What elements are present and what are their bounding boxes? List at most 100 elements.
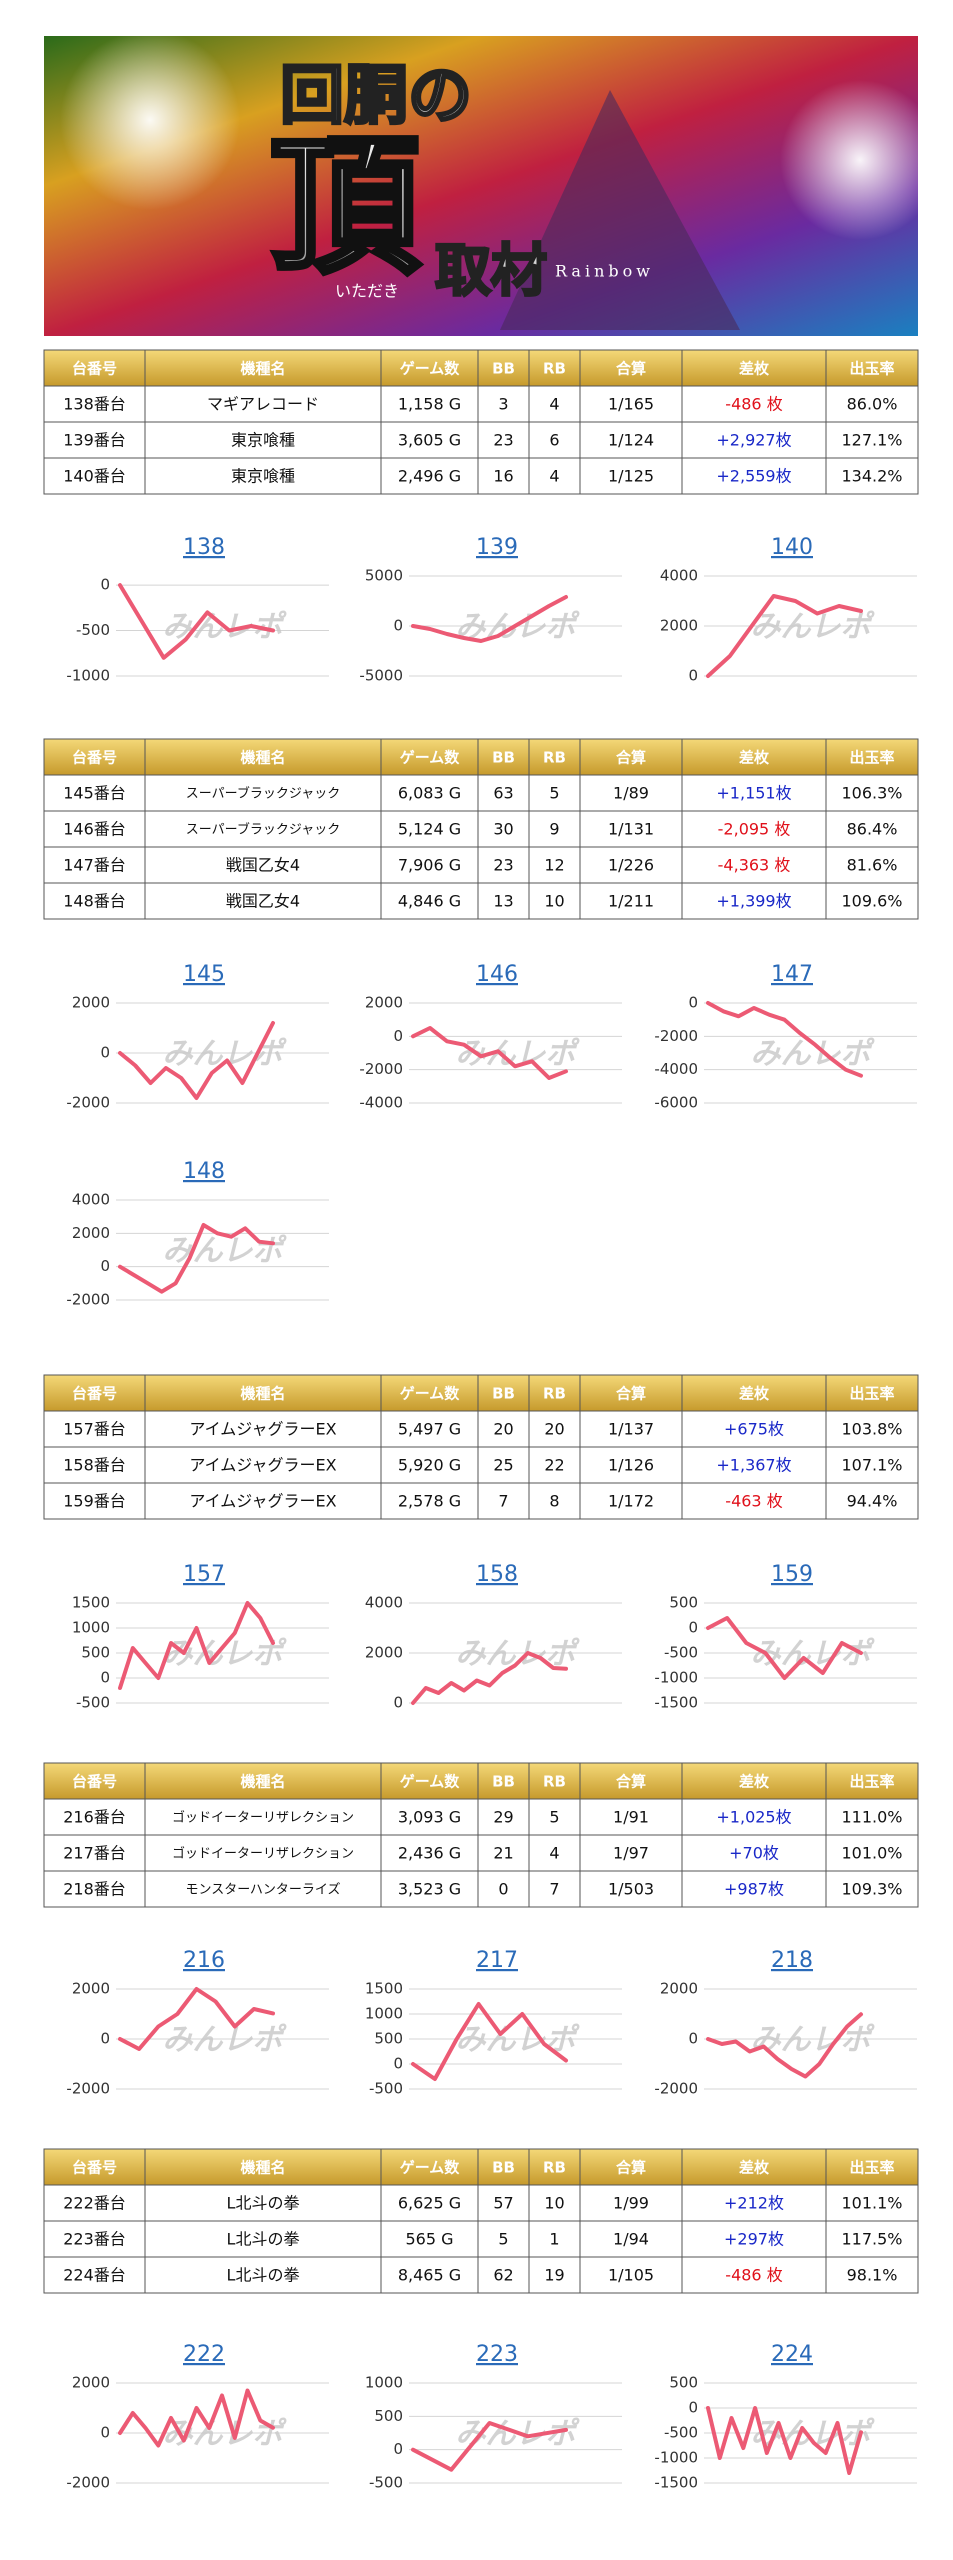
- table-cell: [43, 1870, 146, 1908]
- table-cell: [825, 385, 919, 423]
- cell-text: 30: [493, 820, 513, 839]
- cell-text: 1/99: [613, 2194, 649, 2213]
- table-cell: [579, 385, 683, 423]
- cell-text: 222番台: [63, 2194, 126, 2213]
- header-text: 合算: [615, 2159, 646, 2177]
- header-text: 差枚: [739, 2159, 770, 2177]
- header-text: 合算: [615, 1773, 646, 1791]
- chart-title[interactable]: 138: [183, 535, 225, 560]
- header-text: BB: [492, 749, 515, 767]
- cell-text: 103.8%: [841, 1420, 902, 1439]
- cell-text: 106.3%: [841, 784, 902, 803]
- table-cell: [43, 2220, 146, 2258]
- header-text: RB: [543, 749, 566, 767]
- header-cell: [579, 349, 683, 387]
- y-tick-label: 0: [100, 1044, 110, 1062]
- chart-title[interactable]: 223: [476, 2342, 518, 2367]
- header-cell: [43, 1762, 146, 1800]
- table-cell: [43, 1798, 146, 1836]
- series-line: [118, 1987, 275, 2051]
- cell-text: 139番台: [63, 431, 126, 450]
- chart-title[interactable]: 159: [771, 1562, 813, 1587]
- cell-text: 7: [498, 1492, 508, 1511]
- table-cell: [681, 810, 827, 848]
- table-cell: [380, 810, 479, 848]
- chart-title[interactable]: 140: [771, 535, 813, 560]
- chart-title[interactable]: 224: [771, 2342, 813, 2367]
- cell-text: スーパーブラックジャック: [186, 786, 340, 802]
- table-cell: [579, 810, 683, 848]
- series-line: [411, 595, 568, 643]
- table-cell: [825, 1834, 919, 1872]
- cell-text: +2,927枚: [716, 431, 791, 450]
- table-cell: [528, 421, 581, 459]
- y-tick-label: -1500: [654, 1694, 698, 1712]
- table-cell: [579, 1482, 683, 1520]
- cell-text: 158番台: [63, 1456, 126, 1475]
- table-cell: [579, 1870, 683, 1908]
- chart-title[interactable]: 222: [183, 2342, 225, 2367]
- y-tick-label: -2000: [654, 1027, 698, 1045]
- table-cell: [144, 1834, 382, 1872]
- header-cell: [681, 2148, 827, 2186]
- cell-text: スーパーブラックジャック: [186, 822, 340, 838]
- banner: 回胴の 頂 取材 いただき Rainbow: [44, 30, 940, 336]
- table-cell: [579, 2256, 683, 2294]
- header-text: 台番号: [72, 2159, 117, 2177]
- chart-title[interactable]: 146: [476, 962, 518, 987]
- chart-title[interactable]: 158: [476, 1562, 518, 1587]
- cell-text: 107.1%: [841, 1456, 902, 1475]
- cell-text: アイムジャグラーEX: [189, 1492, 336, 1511]
- chart-title[interactable]: 157: [183, 1562, 225, 1587]
- cell-text: 1/211: [608, 892, 654, 911]
- table-cell: [579, 457, 683, 495]
- cell-text: +212枚: [724, 2194, 784, 2213]
- y-tick-label: 1500: [72, 1594, 110, 1612]
- header-cell: [825, 2148, 919, 2186]
- table-cell: [825, 846, 919, 884]
- y-tick-label: 1500: [365, 1980, 403, 1998]
- header-text: 台番号: [72, 1385, 117, 1403]
- y-tick-label: -500: [76, 621, 110, 639]
- y-tick-label: 0: [100, 1257, 110, 1275]
- cell-text: 94.4%: [847, 1492, 898, 1511]
- cell-text: 2,578 G: [398, 1492, 461, 1511]
- table-cell: [681, 2220, 827, 2258]
- cell-text: 21: [493, 1844, 513, 1863]
- chart-title[interactable]: 216: [183, 1948, 225, 1973]
- chart-title[interactable]: 217: [476, 1948, 518, 1973]
- chart-title[interactable]: 147: [771, 962, 813, 987]
- y-tick-label: 2000: [72, 1980, 110, 1998]
- cell-text: 101.1%: [841, 2194, 902, 2213]
- chart: 217 1500 1000 500 0 -500 みんレポ: [365, 1948, 622, 2098]
- header-text: BB: [492, 1385, 515, 1403]
- cell-text: 1/126: [608, 1456, 654, 1475]
- cell-text: +1,025枚: [716, 1808, 791, 1827]
- cell-text: 20: [493, 1420, 513, 1439]
- table-cell: [681, 1834, 827, 1872]
- table-cell: [681, 2184, 827, 2222]
- table-cell: [681, 1870, 827, 1908]
- cell-text: 86.0%: [847, 395, 898, 414]
- cell-text: ゴッドイーターリザレクション: [172, 1810, 354, 1826]
- cell-text: 57: [493, 2194, 513, 2213]
- y-tick-label: 1000: [365, 2005, 403, 2023]
- cell-text: 2,496 G: [398, 467, 461, 486]
- cell-text: 148番台: [63, 892, 126, 911]
- cell-text: 9: [549, 820, 559, 839]
- cell-text: 98.1%: [847, 2266, 898, 2285]
- header-cell: [681, 738, 827, 776]
- chart-title[interactable]: 148: [183, 1159, 225, 1184]
- chart-title[interactable]: 145: [183, 962, 225, 987]
- chart-title[interactable]: 218: [771, 1948, 813, 1973]
- banner-title-top: 回胴の: [280, 60, 472, 134]
- table-cell: [825, 2256, 919, 2294]
- series-line: [118, 1021, 275, 1100]
- y-tick-label: -6000: [654, 1094, 698, 1112]
- chart-title[interactable]: 139: [476, 535, 518, 560]
- table-cell: [477, 457, 530, 495]
- y-tick-label: 0: [688, 2030, 698, 2048]
